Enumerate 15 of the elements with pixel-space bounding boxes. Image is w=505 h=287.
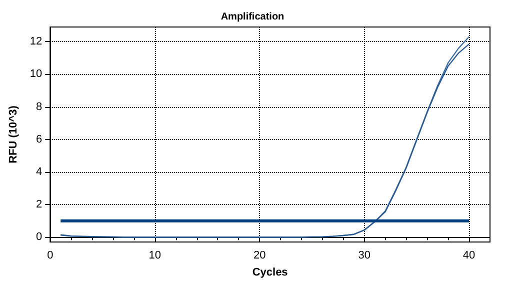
x-tick-label: 30 [358,250,370,262]
y-tick-label: 8 [36,100,42,113]
y-axis-title: RFU (10^3) [8,105,20,164]
x-tick-label: 10 [148,250,161,262]
y-tick-label: 4 [36,166,42,178]
y-tick-label: 2 [36,198,42,211]
x-tick-label: 0 [47,250,54,262]
x-axis-title: Cycles [252,266,288,278]
y-tick-label: 10 [30,68,42,80]
x-tick-label: 40 [462,250,476,262]
y-tick-label: 0 [36,231,42,244]
y-tick-label: 6 [36,133,42,146]
x-tick-label: 20 [253,250,266,262]
y-tick-label: 12 [30,36,42,48]
chart-title: Amplification [220,12,284,22]
